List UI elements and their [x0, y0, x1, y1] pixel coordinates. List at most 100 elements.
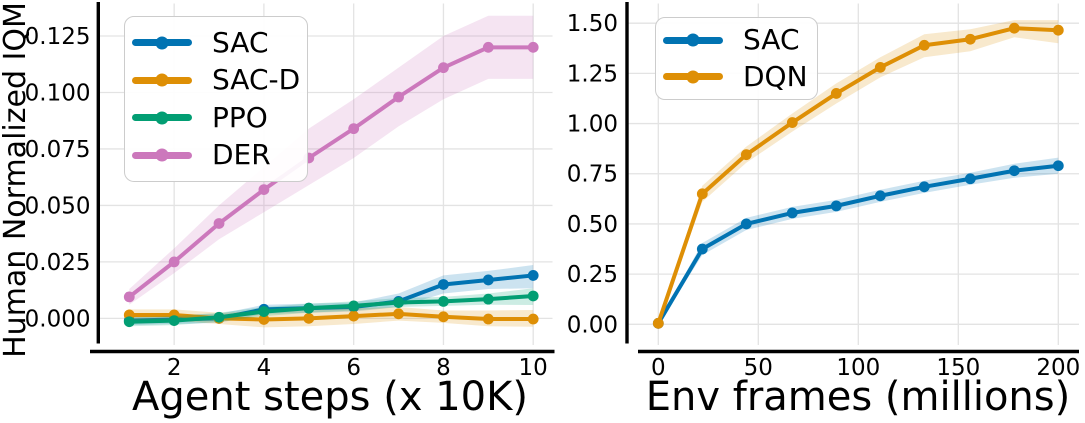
y-tick-label: 0.125: [25, 24, 91, 50]
x-tick-label: 4: [257, 355, 272, 381]
y-tick-label: 0.75: [567, 162, 618, 188]
data-point-marker: [348, 123, 360, 135]
sacd-line-swatch: [132, 73, 192, 87]
sac-marker-dot: [686, 33, 700, 47]
data-point-marker: [786, 117, 798, 128]
data-point-marker: [482, 313, 494, 325]
chart: 0.00 0.25 0.50 0.75 1.00 1.25 1.50 0 50 100 150 200…: [567, 2, 1080, 420]
y-tick-label: 0.025: [25, 250, 91, 276]
data-point-marker: [527, 270, 539, 281]
left-chart-legend: SAC SAC-D PPO DER: [124, 16, 308, 182]
data-point-marker: [696, 188, 708, 200]
data-point-marker: [303, 302, 315, 314]
data-point-marker: [1008, 22, 1020, 34]
data-point-marker: [1052, 160, 1064, 172]
x-axis-label: Agent steps (x 10K): [132, 374, 528, 420]
confidence-band: [129, 15, 534, 305]
series-line: [127, 45, 536, 299]
data-point-marker: [830, 88, 842, 99]
data-point-marker: [438, 279, 449, 290]
y-tick-label: 0.000: [25, 306, 91, 332]
data-point-marker: [168, 256, 180, 268]
data-point-marker: [527, 313, 539, 325]
x-tick-label: 200: [1036, 355, 1080, 381]
data-point-marker: [874, 61, 886, 73]
x-tick-label: 8: [436, 355, 451, 381]
tick-labels: 0.00 0.25 0.50 0.75 1.00 1.25 1.50 0 50 100 150 200: [567, 11, 1080, 381]
data-point-marker: [348, 300, 360, 312]
data-point-marker: [964, 33, 976, 45]
confidence-band: [129, 265, 534, 326]
data-point-marker: [1008, 165, 1020, 177]
der-line-swatch: [132, 148, 192, 162]
sac-line-swatch: [663, 33, 723, 47]
y-tick-label: 0.25: [567, 262, 618, 288]
data-point-marker: [393, 91, 404, 103]
data-point-marker: [168, 315, 180, 327]
legend-entry-sac-right: SAC: [663, 22, 817, 59]
y-tick-label: 1.00: [567, 112, 618, 138]
series-ppo: [123, 288, 539, 328]
data-point-marker: [438, 296, 449, 307]
dqn-marker-dot: [686, 70, 700, 84]
x-axis-label: Env frames (millions): [646, 374, 1070, 420]
x-tick-label: 100: [836, 355, 880, 381]
tick-labels: 0.000 0.025 0.050 0.075 0.100 0.125 2 4 6 8 10: [25, 24, 548, 381]
chart: 0.000 0.025 0.050 0.075 0.100 0.125 2 4 6 8 10Agen…: [0, 2, 555, 420]
series-line: [656, 163, 1061, 326]
gridlines: [627, 3, 1079, 345]
data-point-marker: [348, 310, 360, 322]
data-point-marker: [438, 62, 449, 74]
data-point-marker: [213, 311, 225, 323]
data-point-marker: [482, 274, 494, 286]
legend-label-sacd: SAC-D: [212, 63, 301, 97]
data-point-marker: [438, 311, 449, 323]
x-tick-label: 150: [936, 355, 980, 381]
series-sac-d: [123, 307, 539, 328]
data-point-marker: [740, 149, 752, 161]
data-point-marker: [786, 207, 798, 219]
data-point-marker: [874, 190, 886, 202]
legend-entry-sacd: SAC-D: [132, 62, 307, 100]
legend-label-der: DER: [212, 138, 271, 172]
data-point-marker: [482, 41, 494, 53]
der-marker-dot: [155, 148, 169, 162]
sac-marker-dot: [155, 36, 169, 50]
sacd-marker-dot: [155, 73, 169, 87]
y-tick-label: 0.100: [25, 80, 91, 106]
legend-entry-der: DER: [132, 137, 307, 175]
x-tick-label: 50: [744, 355, 773, 381]
y-tick-label: 0.50: [567, 212, 618, 238]
series-der: [123, 15, 539, 305]
data-point-marker: [258, 184, 270, 196]
y-tick-label: 1.25: [567, 61, 618, 87]
y-tick-label: 0.00: [567, 312, 618, 338]
legend-entry-dqn: DQN: [663, 59, 817, 96]
legend-label-dqn: DQN: [743, 59, 808, 93]
data-point-marker: [652, 317, 664, 329]
data-point-marker: [527, 290, 539, 302]
legend-label-sac: SAC: [743, 23, 800, 57]
series-line: [656, 26, 1061, 326]
data-point-marker: [918, 181, 930, 193]
data-point-marker: [258, 314, 270, 325]
data-point-marker: [964, 173, 976, 185]
dqn-line-swatch: [663, 70, 723, 84]
y-tick-label: 0.050: [25, 193, 91, 219]
legend-label-sac: SAC: [212, 25, 269, 59]
y-tick-label: 0.075: [25, 137, 91, 163]
sac-line-swatch: [132, 36, 192, 50]
series-dqn: [652, 20, 1064, 329]
y-axis-label: Human Normalized IQM: [0, 2, 33, 358]
legend-entry-sac: SAC: [132, 24, 307, 62]
data-point-marker: [696, 243, 708, 255]
right-chart-legend: SAC DQN: [655, 17, 818, 100]
ppo-marker-dot: [155, 111, 169, 125]
series-sac: [652, 157, 1064, 329]
data-point-marker: [527, 41, 539, 53]
x-tick-label: 10: [519, 355, 548, 381]
data-point-marker: [740, 218, 752, 230]
data-point-marker: [918, 39, 930, 51]
